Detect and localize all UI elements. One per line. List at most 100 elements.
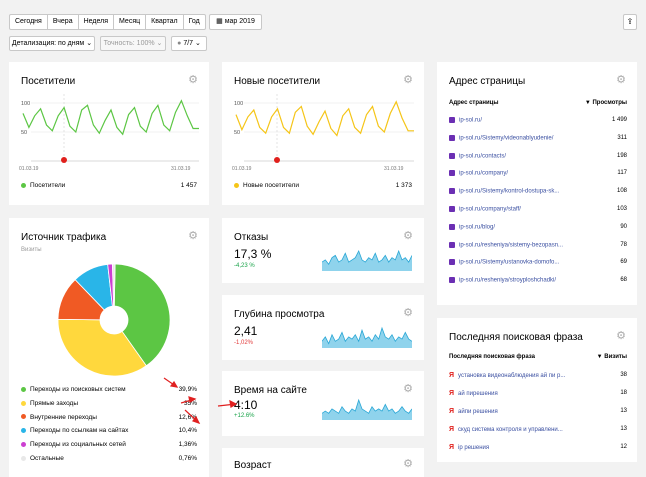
external-link-icon[interactable] <box>449 259 455 266</box>
search-phrase-link[interactable]: айпи решения <box>458 409 498 415</box>
page-url-link[interactable]: ip-sol.ru/company/staff/ <box>459 206 521 213</box>
search-phrase-link[interactable]: установка видеонаблюдения ай пи р... <box>458 373 566 379</box>
visitors-y-tick-50: 50 <box>21 130 27 136</box>
period-quarter-button[interactable]: Квартал <box>146 14 184 30</box>
traffic-pie-chart <box>57 263 171 377</box>
period-week-button[interactable]: Неделя <box>78 14 115 30</box>
external-link-icon[interactable] <box>449 170 455 177</box>
comment-icon: ● <box>177 40 182 47</box>
table-row[interactable]: ip-sol.ru/Sistemy/videonablyudenie/311 <box>449 134 627 142</box>
external-link-icon[interactable] <box>449 241 455 248</box>
page-address-col-name: Адрес страницы <box>449 100 499 106</box>
table-row[interactable]: ip-sol.ru/company/staff/103 <box>449 206 627 213</box>
legend-value: 39,9% <box>178 386 197 393</box>
external-link-icon[interactable] <box>449 277 455 284</box>
detail-dropdown[interactable]: Детализация: по дням ⌄ <box>9 36 95 51</box>
page-url-link[interactable]: ip-sol.ru/Sistemy/ustanovka-domofo... <box>459 259 560 266</box>
legend-item[interactable]: Переходы из социальных сетей <box>21 441 126 448</box>
period-month-button[interactable]: Месяц <box>114 14 147 30</box>
external-link-icon[interactable] <box>449 188 455 195</box>
search-phrase-col-value[interactable]: ▼ Визиты <box>596 354 627 360</box>
external-link-icon[interactable] <box>449 223 455 230</box>
pie-slice[interactable] <box>113 263 171 367</box>
age-title: Возраст <box>234 460 272 471</box>
period-yesterday-button[interactable]: Вчера <box>47 14 79 30</box>
table-row[interactable]: ip-sol.ru/1 499 <box>449 117 627 124</box>
gear-icon[interactable]: ⚙ <box>188 230 198 242</box>
legend-value: 0,76% <box>178 455 197 462</box>
gear-icon[interactable]: ⚙ <box>403 458 413 470</box>
legend-label: Переходы по ссылкам на сайтах <box>30 427 129 435</box>
page-url-link[interactable]: ip-sol.ru/company/ <box>459 170 509 177</box>
visits-value: 12 <box>620 444 627 450</box>
segments-dropdown[interactable]: ● 7/7 ⌄ <box>171 36 207 51</box>
search-phrase-link[interactable]: скуд система контроля и управлени... <box>458 427 563 433</box>
table-row[interactable]: ip-sol.ru/resheniya/stroyploshchadki/68 <box>449 277 627 284</box>
time-delta: +12.6% <box>234 413 255 419</box>
depth-delta: -1,02% <box>234 340 254 346</box>
new-visitors-x-end: 31.03.19 <box>384 166 404 172</box>
legend-dot <box>21 400 26 406</box>
page-views-value: 69 <box>620 259 627 266</box>
gear-icon[interactable]: ⚙ <box>403 383 413 395</box>
detail-label: Детализация: по дням <box>11 40 85 47</box>
new-visitors-line-chart: 100 50 01.03.19 31.03.19 <box>232 94 414 172</box>
depth-value: 2,41 <box>234 324 258 338</box>
legend-label: Переходы из социальных сетей <box>30 441 126 449</box>
search-phrase-link[interactable]: ip решения <box>458 445 490 451</box>
sparkline-line <box>322 326 412 345</box>
page-url-link[interactable]: ip-sol.ru/Sistemy/kontrol-dostupa-sk... <box>459 188 560 195</box>
page-url-link[interactable]: ip-sol.ru/resheniya/stroyploshchadki/ <box>459 277 557 284</box>
external-link-icon[interactable] <box>449 117 455 123</box>
gear-icon[interactable]: ⚙ <box>403 307 413 319</box>
yandex-icon: Я <box>449 372 455 379</box>
legend-item[interactable]: Внутренние переходы <box>21 414 97 421</box>
table-row[interactable]: ip-sol.ru/Sistemy/kontrol-dostupa-sk... 1… <box>449 188 627 195</box>
search-phrase-link[interactable]: ай пирешения <box>458 391 498 397</box>
gear-icon[interactable]: ⚙ <box>403 74 413 86</box>
external-link-icon[interactable] <box>449 134 455 141</box>
export-button[interactable]: ⇪ <box>623 14 637 30</box>
table-row[interactable]: ip-sol.ru/company/117 <box>449 170 627 177</box>
legend-item[interactable]: Остальные <box>21 455 64 462</box>
page-url-link[interactable]: ip-sol.ru/ <box>459 117 483 124</box>
legend-item[interactable]: Переходы из поисковых систем <box>21 386 126 393</box>
traffic-subtitle: Визиты <box>21 247 42 253</box>
legend-item[interactable]: Прямые заходы <box>21 400 78 407</box>
external-link-icon[interactable] <box>449 206 455 212</box>
period-year-button[interactable]: Год <box>183 14 206 30</box>
gear-icon[interactable]: ⚙ <box>616 74 626 86</box>
visits-value: 13 <box>620 408 627 414</box>
table-row[interactable]: ip-sol.ru/Sistemy/ustanovka-domofo... 69 <box>449 259 627 266</box>
page-url-link[interactable]: ip-sol.ru/blog/ <box>459 224 496 231</box>
pie-slice[interactable] <box>57 318 147 377</box>
table-row[interactable]: ip-sol.ru/blog/90 <box>449 223 627 231</box>
legend-value: 10,4% <box>178 427 197 435</box>
yandex-icon: Я <box>449 444 455 451</box>
gear-icon[interactable]: ⚙ <box>616 330 626 342</box>
legend-item[interactable]: Переходы по ссылкам на сайтах <box>21 427 128 434</box>
yandex-icon: Я <box>449 390 455 397</box>
table-row[interactable]: ip-sol.ru/contacts/198 <box>449 152 627 160</box>
new-visitors-title: Новые посетители <box>234 76 321 87</box>
pie-slice[interactable] <box>112 263 116 307</box>
page-url-link[interactable]: ip-sol.ru/resheniya/sistemy-bezopasn... <box>459 242 564 249</box>
page-address-col-value[interactable]: ▼ Просмотры <box>584 100 627 106</box>
date-picker-button[interactable]: ▦ мар 2019 <box>209 14 262 30</box>
accuracy-label: Точность: 100% <box>103 40 155 47</box>
page-views-value: 198 <box>616 152 627 159</box>
period-today-button[interactable]: Сегодня <box>9 14 48 30</box>
table-row[interactable]: ip-sol.ru/resheniya/sistemy-bezopasn... 7… <box>449 241 627 249</box>
gear-icon[interactable]: ⚙ <box>403 230 413 242</box>
accuracy-dropdown[interactable]: Точность: 100% ⌄ <box>100 36 166 51</box>
external-link-icon[interactable] <box>449 152 455 159</box>
page-url-link[interactable]: ip-sol.ru/contacts/ <box>459 153 507 160</box>
page-views-value: 68 <box>620 277 627 284</box>
gear-icon[interactable]: ⚙ <box>188 74 198 86</box>
page-url-link[interactable]: ip-sol.ru/Sistemy/videonablyudenie/ <box>459 135 554 142</box>
